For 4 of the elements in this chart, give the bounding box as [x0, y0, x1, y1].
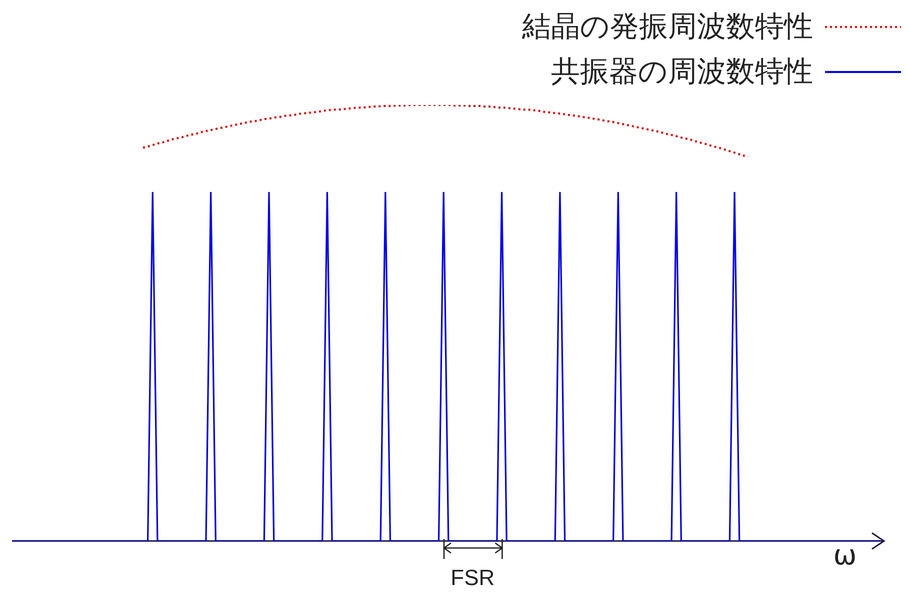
x-axis-title: ω	[833, 538, 857, 572]
text: FSR	[450, 565, 495, 590]
legend-label: 共振器の周波数特性	[551, 52, 813, 90]
legend-label: 結晶の発振周波数特性	[522, 8, 813, 44]
